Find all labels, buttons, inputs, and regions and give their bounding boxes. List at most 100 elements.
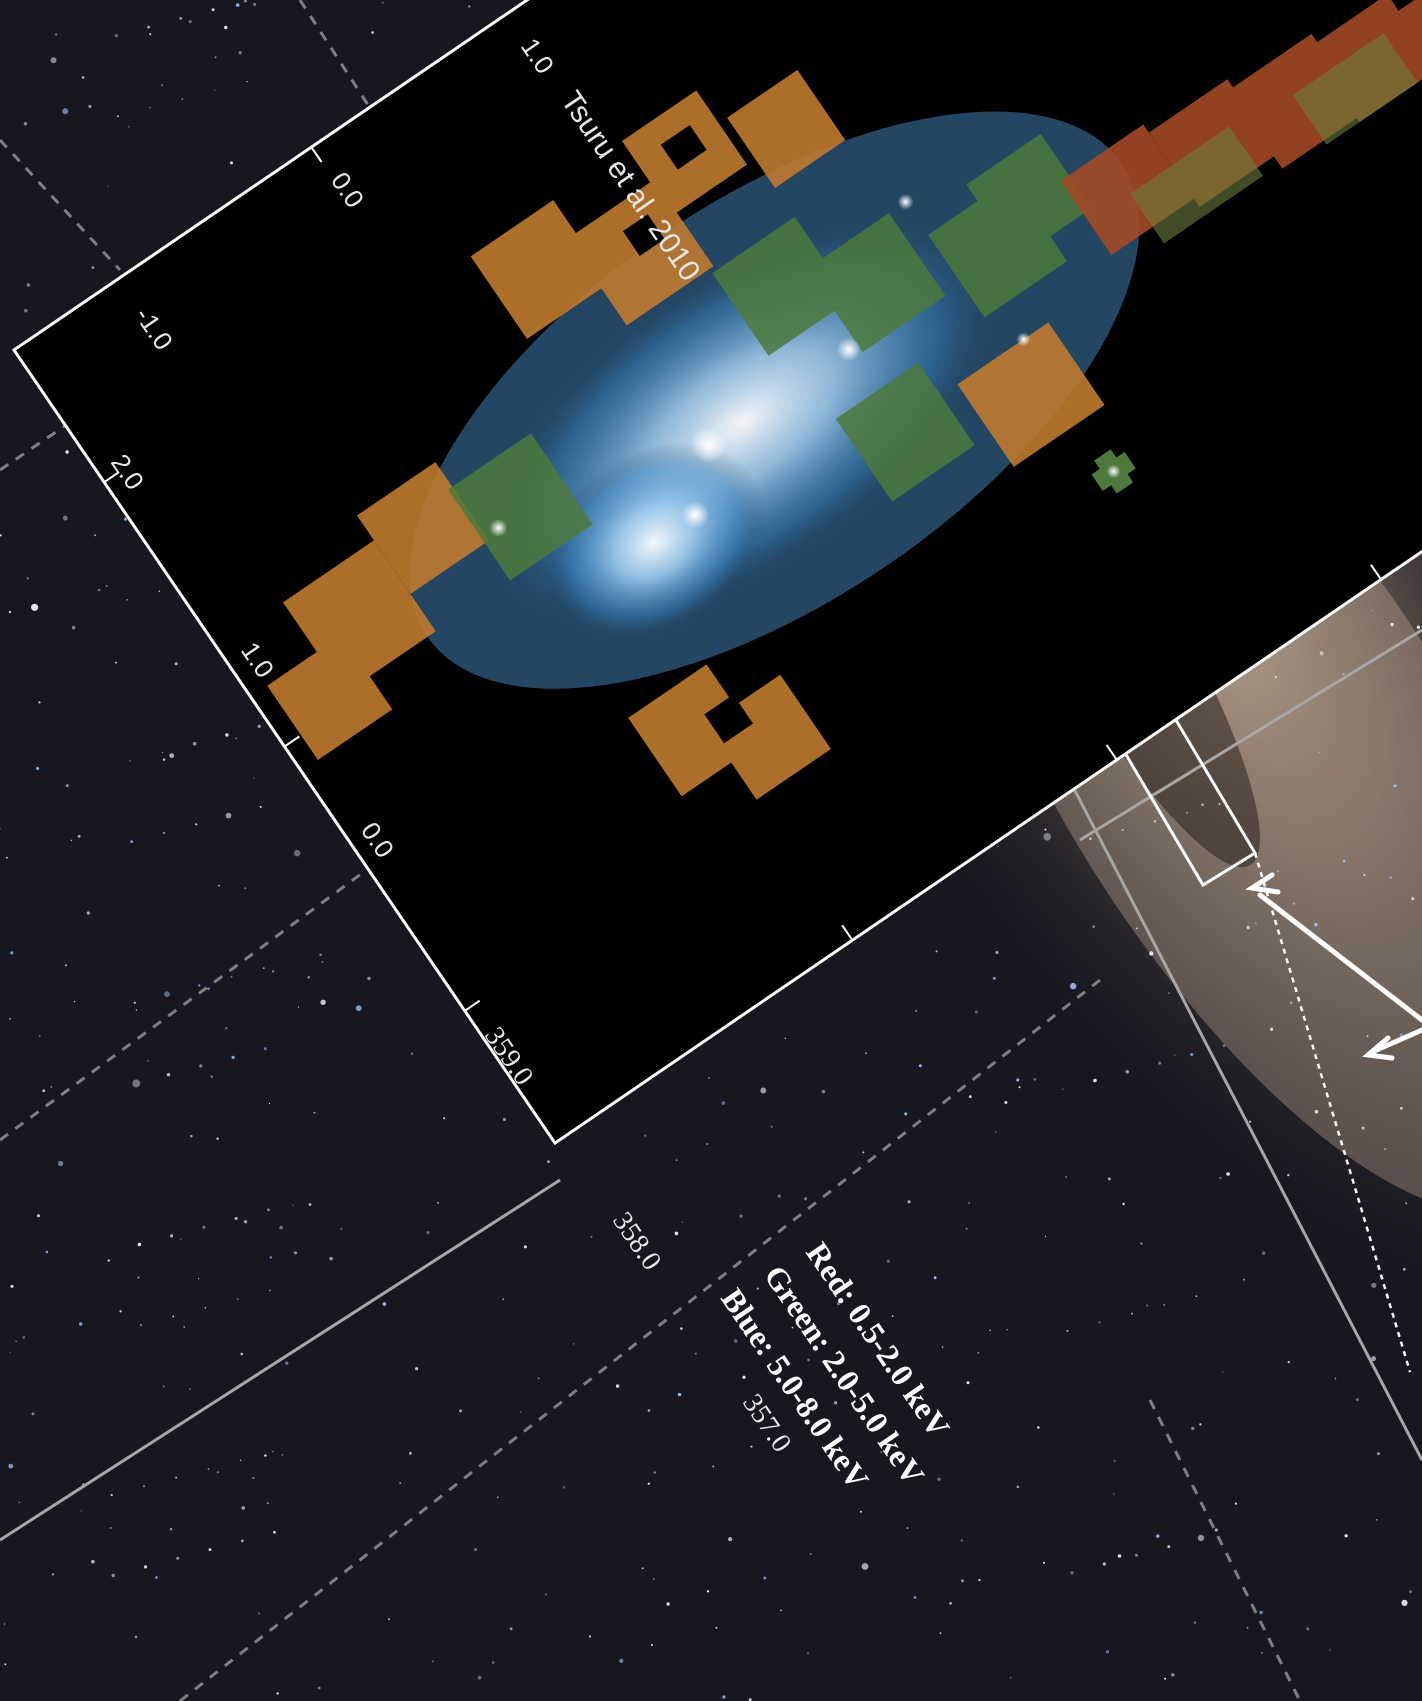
star [907,1200,911,1204]
star [1193,1621,1197,1624]
star [706,1143,709,1146]
star [1334,1377,1337,1380]
star [1218,803,1221,806]
star [329,1256,333,1261]
star [81,76,85,79]
star [742,1375,746,1379]
star [1125,1070,1130,1074]
star [161,84,163,87]
star [244,0,247,3]
star [36,767,40,770]
star [38,701,41,704]
star [1121,828,1124,832]
star [91,266,95,270]
star [880,1451,883,1454]
star [169,753,175,758]
star [8,610,12,614]
star [1066,1329,1069,1332]
star [961,1579,964,1583]
star [77,834,81,838]
star [204,1306,207,1309]
star [71,625,76,630]
star [1274,676,1277,679]
star [939,1632,942,1634]
star [1105,1650,1110,1654]
star [225,733,229,737]
star [26,283,31,287]
star [694,1352,697,1355]
star [861,1563,869,1570]
star [246,81,248,83]
star [807,1358,810,1362]
star [94,534,96,537]
star [143,1565,148,1569]
star [509,1627,513,1631]
star [22,1335,26,1339]
star [238,51,242,55]
star [1259,1610,1263,1615]
star [641,1567,644,1570]
star [382,1302,387,1306]
star [1234,1502,1237,1505]
star [78,1322,83,1326]
star [107,1259,111,1262]
star [236,1298,239,1300]
star [269,1256,272,1259]
star [537,1377,540,1380]
star [1399,1106,1403,1110]
star [292,1204,294,1206]
star [130,840,133,843]
star [91,1559,95,1564]
star [477,1675,482,1680]
star [199,1064,203,1068]
star [317,1686,321,1690]
star [1290,1001,1293,1004]
star [1168,992,1170,994]
star [502,1298,505,1301]
star [1376,1452,1381,1456]
star [776,1448,779,1451]
star [1270,1027,1274,1031]
star [1214,1528,1218,1532]
star [137,1242,142,1247]
star [1389,876,1392,879]
star [426,1231,430,1235]
star [30,603,39,611]
star [1384,1148,1386,1151]
star [1287,1174,1290,1177]
star [728,1537,733,1542]
star [677,1392,682,1397]
star [313,1111,316,1114]
star [155,1576,158,1579]
star [175,1476,178,1479]
star [1190,1053,1194,1056]
star [110,1527,112,1529]
star [674,1231,679,1236]
star [355,1005,362,1012]
star [230,975,233,978]
star [216,1471,219,1474]
star [114,661,117,664]
star [1416,625,1420,629]
star [1197,1534,1205,1542]
star [681,1221,684,1223]
star [780,1609,782,1612]
star [169,1528,173,1531]
star [859,1510,862,1513]
star [139,1324,142,1327]
star [784,1037,787,1040]
star [1329,1649,1331,1651]
star [1375,1519,1378,1521]
star [1371,1282,1377,1288]
star [198,1278,200,1280]
star [272,970,275,973]
star [259,805,262,808]
star [4,1663,7,1666]
star [272,1450,274,1453]
star [97,588,101,592]
star [1070,982,1077,990]
star [994,1131,997,1134]
star [15,1340,17,1343]
star [1342,860,1346,863]
star [756,1287,759,1290]
